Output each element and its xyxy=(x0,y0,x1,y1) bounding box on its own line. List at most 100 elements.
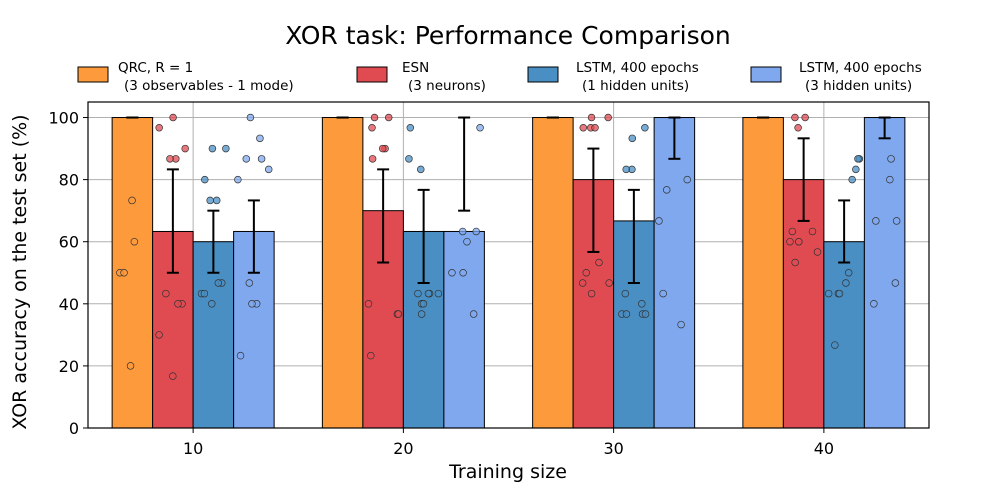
data-point xyxy=(582,269,591,277)
data-point xyxy=(463,237,471,246)
data-point xyxy=(155,124,163,132)
legend-label-lstm-3: LSTM, 400 epochs xyxy=(799,60,922,76)
data-point xyxy=(595,258,603,267)
y-tick-label: 20 xyxy=(59,357,79,376)
data-point xyxy=(384,113,393,122)
x-tick-label: 10 xyxy=(183,439,203,458)
data-point xyxy=(248,300,256,308)
data-point xyxy=(208,300,216,308)
data-point xyxy=(813,248,822,256)
data-point xyxy=(222,144,230,153)
x-tick-label: 40 xyxy=(814,439,834,458)
data-point xyxy=(892,217,901,225)
data-point xyxy=(212,196,221,205)
data-point xyxy=(628,134,637,143)
data-point xyxy=(181,144,189,153)
data-point xyxy=(872,217,880,225)
data-point xyxy=(367,351,375,360)
legend-label-esn: ESN xyxy=(402,60,429,76)
data-point xyxy=(848,175,856,184)
legend-sublabel-esn: (3 neurons) xyxy=(408,78,486,94)
data-point xyxy=(424,289,433,298)
legend: QRC, R = 1 (3 observables - 1 mode) ESN … xyxy=(77,60,922,94)
bar xyxy=(742,117,784,429)
data-point xyxy=(842,279,850,287)
data-point xyxy=(394,310,403,318)
data-point xyxy=(126,362,135,370)
data-point xyxy=(417,165,425,174)
chart-title: XOR task: Performance Comparison xyxy=(285,21,731,50)
data-point xyxy=(621,289,630,298)
data-point xyxy=(169,113,177,122)
data-point xyxy=(870,300,878,308)
data-point xyxy=(200,289,209,298)
y-tick-label: 0 xyxy=(69,419,79,438)
data-point xyxy=(405,155,413,163)
y-axis-label: XOR accuracy on the test set (%) xyxy=(9,114,31,429)
data-point xyxy=(245,279,254,287)
x-tick-label: 20 xyxy=(393,439,413,458)
data-point xyxy=(887,155,895,163)
data-point xyxy=(886,175,894,184)
legend-swatch-esn xyxy=(356,66,388,83)
data-point xyxy=(368,124,376,132)
bar xyxy=(532,117,574,429)
data-point xyxy=(236,351,245,360)
data-point xyxy=(242,155,251,163)
data-point xyxy=(591,124,599,132)
data-point xyxy=(120,269,128,277)
data-point xyxy=(434,289,443,298)
data-point xyxy=(641,124,649,132)
data-point xyxy=(208,144,217,153)
x-axis-label: Training size xyxy=(448,461,567,483)
data-point xyxy=(257,155,266,163)
data-point xyxy=(891,279,900,287)
y-tick-label: 80 xyxy=(59,171,79,190)
data-point xyxy=(256,134,264,143)
data-point xyxy=(622,165,630,174)
data-point xyxy=(662,186,671,194)
data-point xyxy=(174,300,182,308)
data-point xyxy=(417,310,426,318)
data-point xyxy=(458,227,467,236)
data-point xyxy=(604,113,612,122)
legend-label-qrc: QRC, R = 1 xyxy=(118,60,193,76)
plot-frame xyxy=(87,101,930,429)
legend-sublabel-qrc: (3 observables - 1 mode) xyxy=(124,78,294,94)
data-point xyxy=(234,175,242,184)
data-point xyxy=(155,331,163,339)
data-point xyxy=(130,237,139,246)
data-point xyxy=(214,279,223,287)
data-point xyxy=(659,289,667,298)
data-point xyxy=(638,300,646,308)
data-point xyxy=(579,124,588,132)
data-point xyxy=(831,341,839,349)
data-point xyxy=(378,144,387,153)
data-point xyxy=(587,289,596,298)
legend-sublabel-lstm-3: (3 hidden units) xyxy=(805,78,912,94)
bar xyxy=(653,117,696,429)
data-point xyxy=(370,113,379,122)
data-point xyxy=(472,227,480,236)
data-point xyxy=(364,300,373,308)
data-point xyxy=(605,279,613,287)
y-tick-label: 60 xyxy=(59,233,79,252)
data-point xyxy=(852,165,860,174)
data-point xyxy=(795,237,803,246)
data-point xyxy=(368,155,377,163)
data-point xyxy=(166,155,174,163)
data-point xyxy=(655,217,663,225)
bar xyxy=(321,117,364,429)
data-point xyxy=(419,300,428,308)
data-point xyxy=(162,289,170,298)
data-point xyxy=(677,320,685,329)
data-point xyxy=(128,196,136,205)
data-point xyxy=(469,310,478,318)
y-tick-label: 40 xyxy=(59,295,79,314)
data-point xyxy=(622,310,631,318)
data-point xyxy=(683,175,692,184)
bar xyxy=(443,230,485,429)
data-point xyxy=(824,289,833,298)
data-point xyxy=(844,269,853,277)
